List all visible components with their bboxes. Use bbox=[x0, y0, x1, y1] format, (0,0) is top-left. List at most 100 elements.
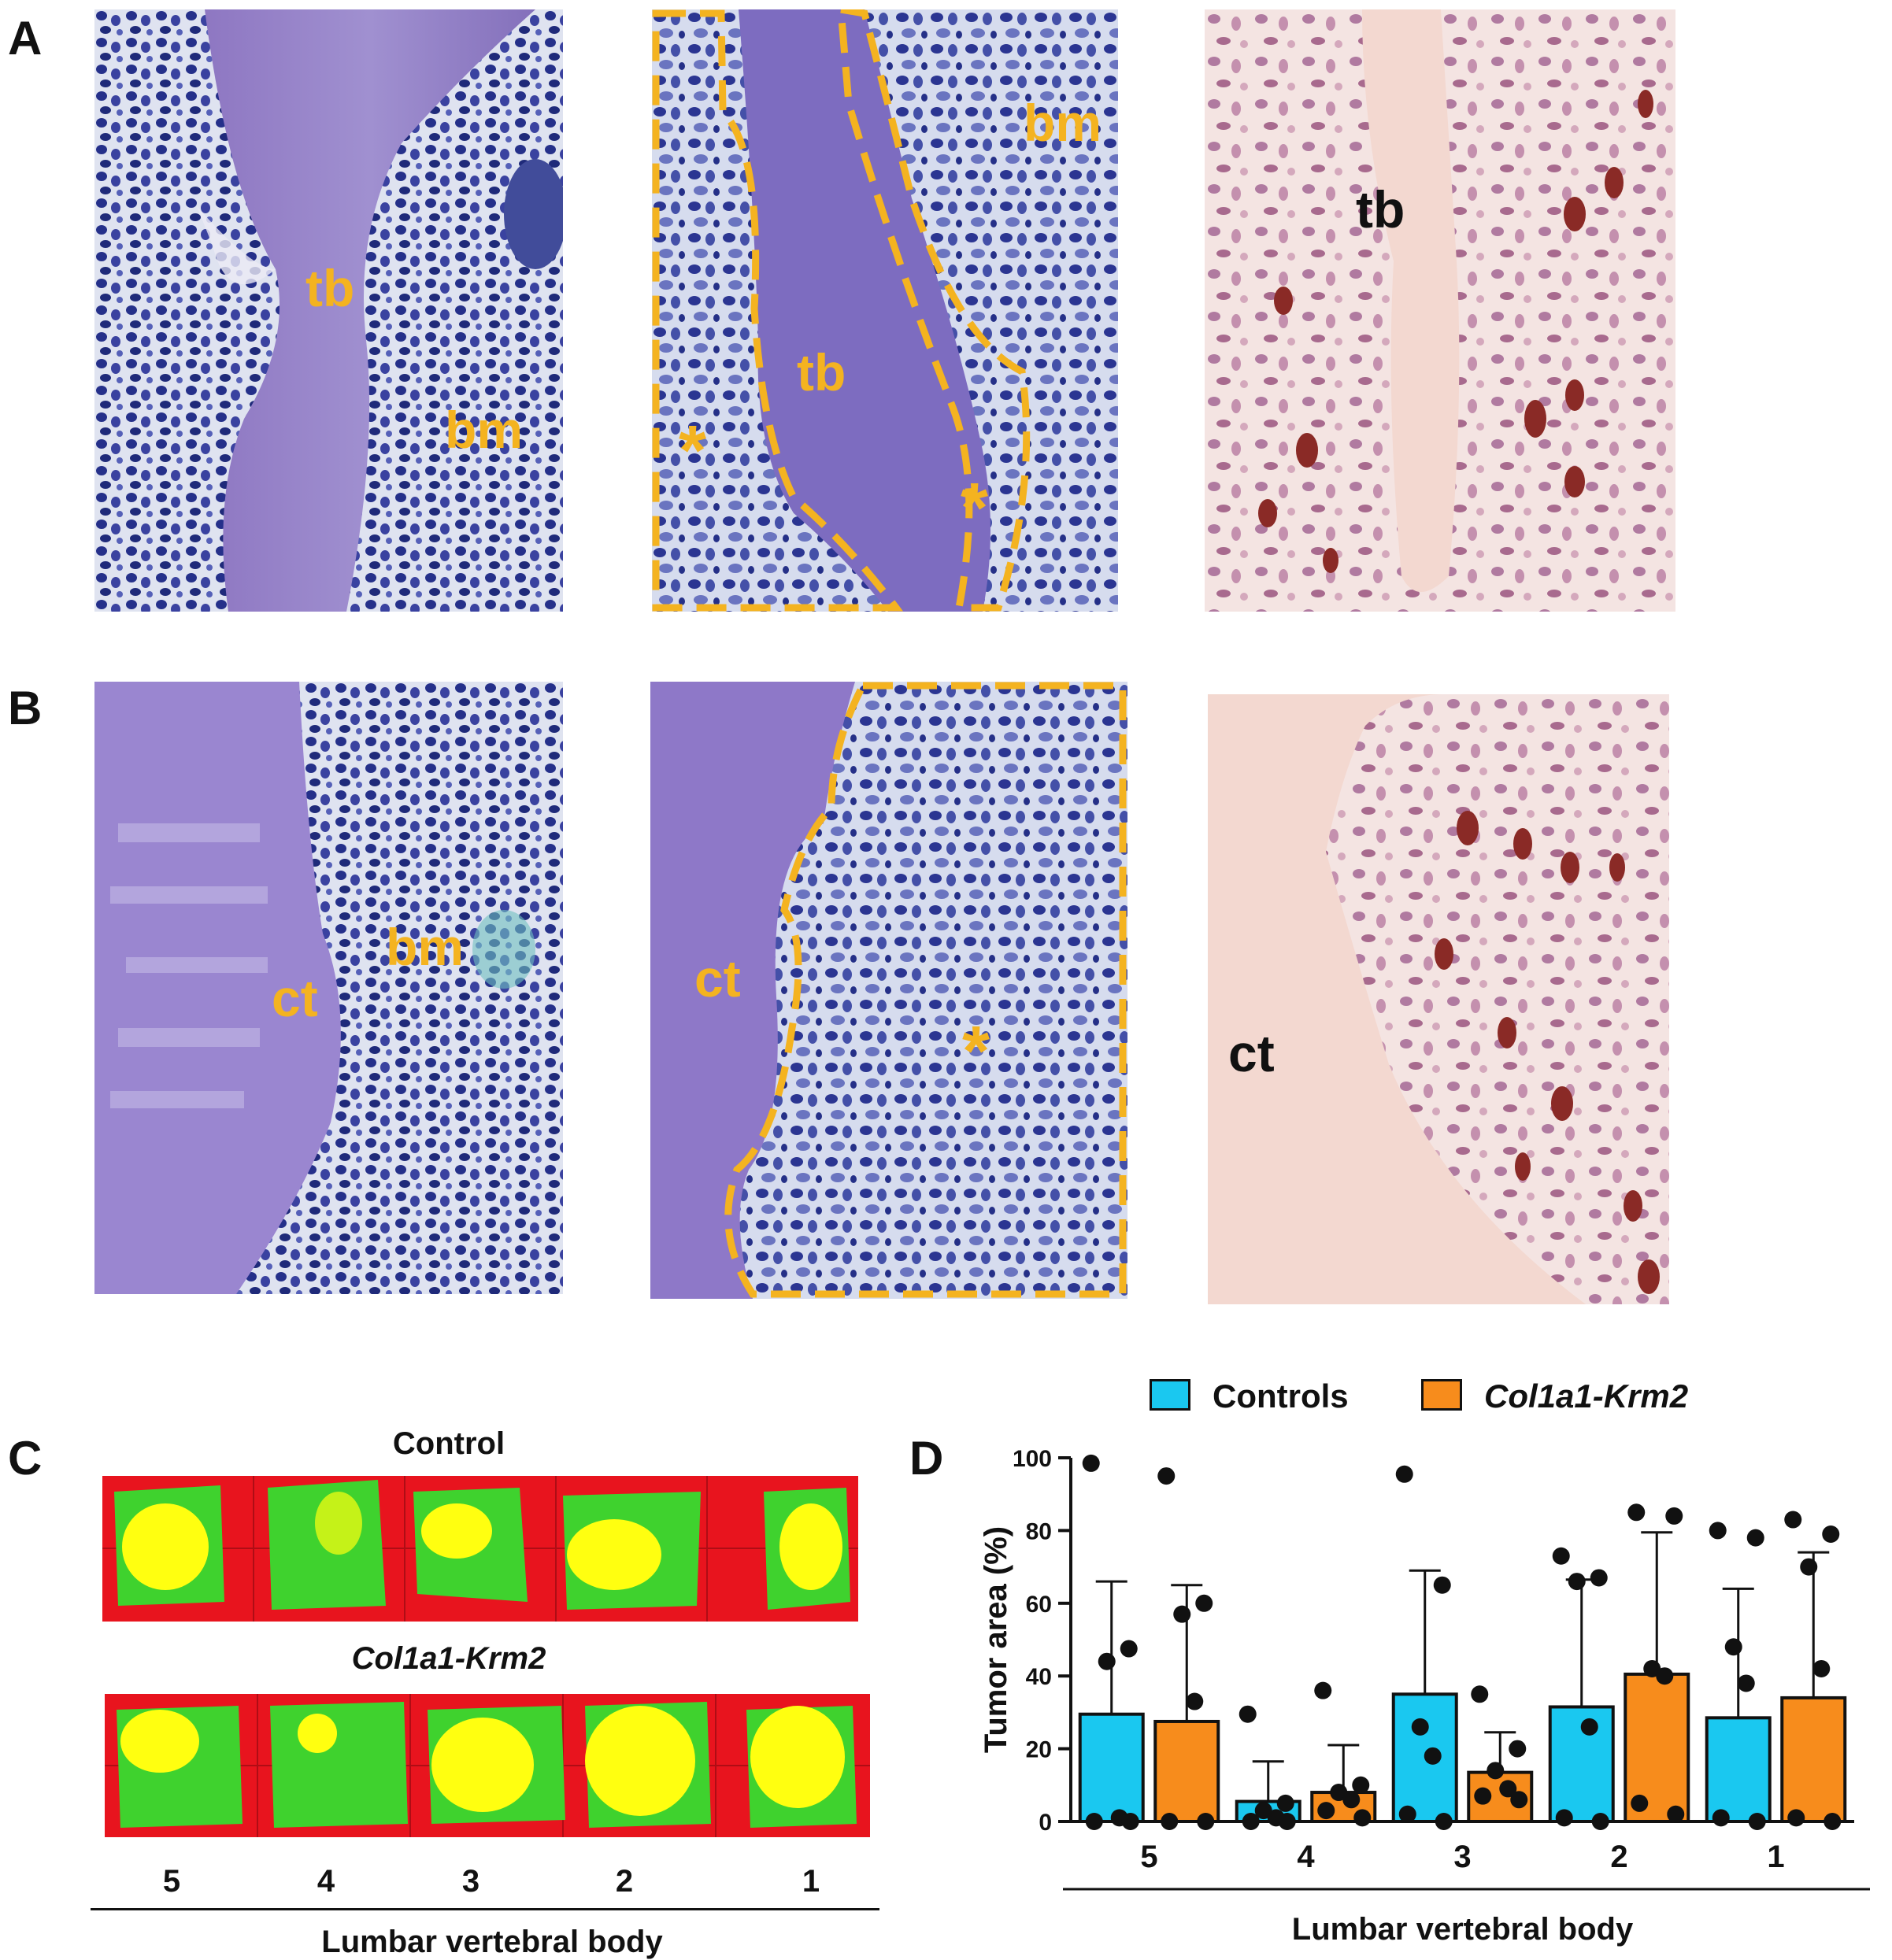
legend-label-mutant: Col1a1-Krm2 bbox=[1484, 1378, 1689, 1415]
data-point bbox=[1709, 1522, 1727, 1540]
data-point bbox=[1787, 1809, 1805, 1827]
micrograph-a-ihc bbox=[1205, 9, 1675, 612]
data-point bbox=[1568, 1573, 1586, 1591]
data-point bbox=[1822, 1525, 1840, 1544]
data-point bbox=[1239, 1705, 1257, 1723]
map-xtick: 2 bbox=[615, 1864, 634, 1899]
data-point bbox=[1667, 1805, 1685, 1823]
x-tick-label: 2 bbox=[1610, 1840, 1627, 1874]
data-point bbox=[1580, 1718, 1598, 1736]
legend-swatch-controls bbox=[1150, 1379, 1190, 1411]
label-ct: ct bbox=[272, 969, 318, 1027]
tumor-map-control bbox=[102, 1476, 858, 1622]
bar-mutant bbox=[1780, 1696, 1847, 1824]
data-point bbox=[1186, 1692, 1204, 1710]
data-point bbox=[1499, 1780, 1517, 1798]
map-xtick: 1 bbox=[802, 1864, 820, 1899]
tumor-area-chart: 0 20 40 60 80 100 Tumor area (%) 5 4 3 2 1 Lumbar ve… bbox=[979, 1446, 1870, 1947]
data-point bbox=[1411, 1718, 1429, 1736]
y-tick-label: 0 bbox=[1039, 1810, 1052, 1836]
x-tick-label: 4 bbox=[1297, 1840, 1315, 1874]
tumor-map-mutant bbox=[105, 1694, 870, 1837]
label-ct: ct bbox=[694, 949, 741, 1008]
legend-swatch-mutant bbox=[1421, 1379, 1462, 1411]
y-tick-label: 100 bbox=[1013, 1446, 1052, 1472]
data-point bbox=[1552, 1547, 1570, 1565]
map-title-control: Control bbox=[392, 1426, 505, 1461]
data-point bbox=[1314, 1681, 1332, 1699]
data-point bbox=[1157, 1467, 1176, 1485]
data-point bbox=[1627, 1503, 1646, 1522]
micrograph-a-control bbox=[94, 9, 563, 612]
data-point bbox=[1631, 1794, 1649, 1812]
data-point bbox=[1098, 1652, 1116, 1670]
x-tick-label: 5 bbox=[1140, 1840, 1157, 1874]
data-point bbox=[1278, 1813, 1296, 1830]
label-tb: tb bbox=[305, 259, 355, 317]
map-xtick: 3 bbox=[461, 1864, 480, 1899]
bar-mutant bbox=[1153, 1719, 1220, 1824]
data-point bbox=[1433, 1576, 1451, 1594]
data-point bbox=[1353, 1809, 1372, 1827]
data-point bbox=[1161, 1813, 1179, 1830]
data-point bbox=[1435, 1813, 1453, 1830]
panel-letter-d: D bbox=[909, 1432, 944, 1485]
data-point bbox=[1665, 1507, 1683, 1525]
tumor-asterisk: * bbox=[961, 469, 989, 548]
tumor-asterisk: * bbox=[679, 412, 707, 490]
y-tick-label: 20 bbox=[1026, 1737, 1052, 1763]
data-point bbox=[1254, 1802, 1272, 1820]
data-point bbox=[1487, 1762, 1505, 1780]
data-point bbox=[1120, 1640, 1138, 1658]
label-ct: ct bbox=[1228, 1024, 1275, 1082]
data-point bbox=[1352, 1776, 1370, 1794]
data-point bbox=[1510, 1791, 1528, 1809]
panel-letter-a: A bbox=[8, 12, 43, 65]
y-tick-label: 40 bbox=[1026, 1664, 1052, 1690]
data-point bbox=[1812, 1659, 1831, 1677]
data-point bbox=[1509, 1740, 1527, 1758]
data-point bbox=[1424, 1747, 1442, 1765]
map-title-mutant: Col1a1-Krm2 bbox=[351, 1641, 546, 1676]
data-point bbox=[1784, 1511, 1802, 1529]
label-bm: bm bbox=[445, 401, 523, 459]
data-point bbox=[1724, 1638, 1742, 1656]
data-point bbox=[1276, 1794, 1294, 1812]
data-point bbox=[1643, 1659, 1661, 1677]
y-tick-label: 60 bbox=[1026, 1592, 1052, 1618]
y-axis-title: Tumor area (%) bbox=[979, 1526, 1013, 1753]
data-point bbox=[1712, 1809, 1730, 1827]
y-tick-label: 80 bbox=[1026, 1518, 1052, 1544]
map-axis-line bbox=[91, 1908, 879, 1910]
micrograph-a-mutant bbox=[652, 9, 1118, 612]
panel-letter-c: C bbox=[8, 1432, 43, 1485]
data-point bbox=[1398, 1805, 1416, 1823]
panel-letter-b: B bbox=[8, 682, 43, 734]
tumor-asterisk: * bbox=[962, 1012, 990, 1091]
data-point bbox=[1121, 1813, 1139, 1830]
x-axis-title: Lumbar vertebral body bbox=[1292, 1912, 1634, 1947]
data-point bbox=[1173, 1605, 1191, 1623]
data-point bbox=[1737, 1674, 1755, 1692]
label-bm: bm bbox=[1024, 94, 1102, 152]
data-point bbox=[1197, 1813, 1215, 1830]
map-xtick: 5 bbox=[162, 1864, 181, 1899]
data-point bbox=[1824, 1813, 1842, 1830]
data-point bbox=[1085, 1813, 1103, 1830]
data-point bbox=[1471, 1685, 1489, 1703]
data-point bbox=[1748, 1813, 1766, 1830]
data-point bbox=[1746, 1529, 1764, 1547]
label-tb: tb bbox=[1356, 180, 1405, 239]
micrograph-b-mutant bbox=[650, 682, 1127, 1299]
data-point bbox=[1330, 1784, 1348, 1802]
data-point bbox=[1195, 1594, 1213, 1612]
bar-controls bbox=[1705, 1716, 1772, 1823]
label-bm: bm bbox=[386, 918, 464, 976]
map-axis-title: Lumbar vertebral body bbox=[321, 1925, 663, 1959]
data-point bbox=[1317, 1802, 1335, 1820]
data-point bbox=[1395, 1465, 1413, 1483]
data-point bbox=[1590, 1569, 1608, 1587]
x-tick-label: 3 bbox=[1453, 1840, 1471, 1874]
data-point bbox=[1342, 1791, 1361, 1809]
data-point bbox=[1555, 1809, 1573, 1827]
